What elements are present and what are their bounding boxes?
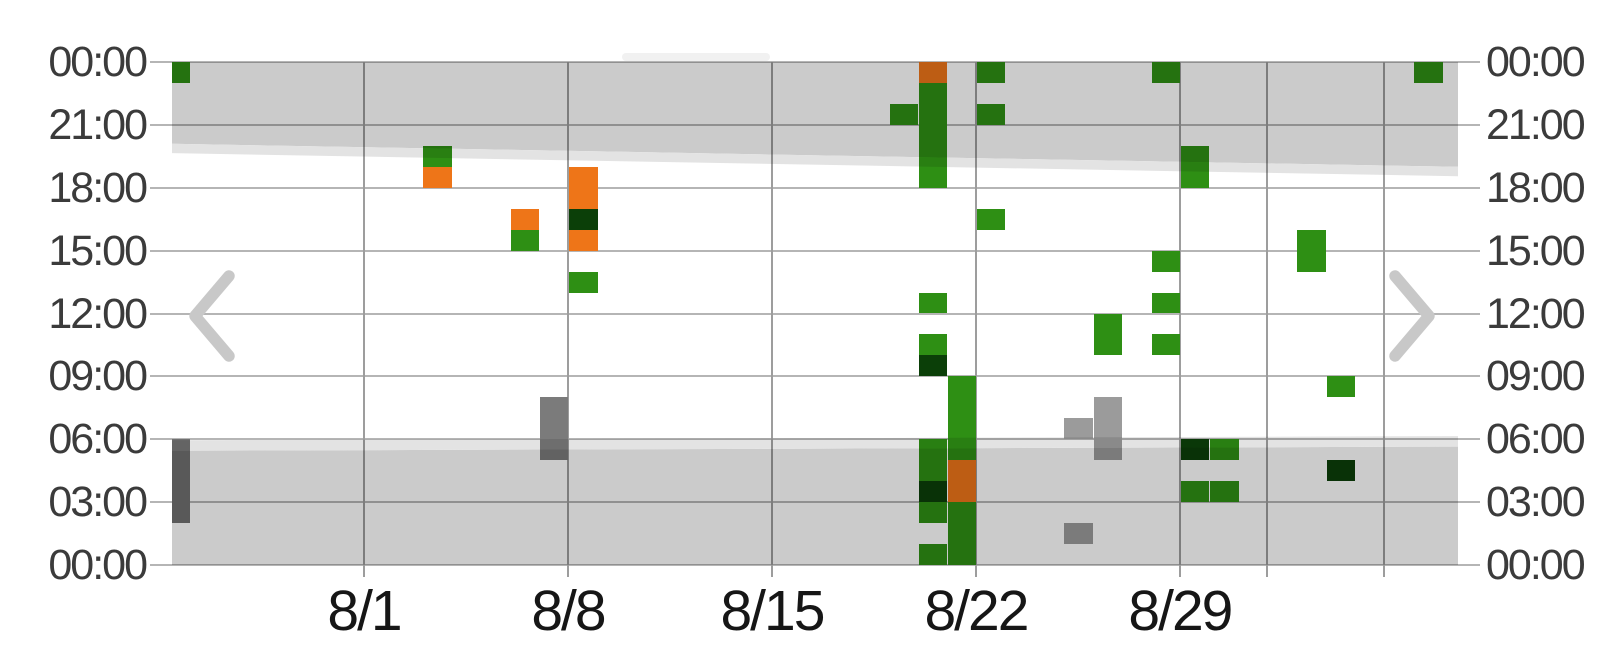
y-axis-tick-label: 09:00 xyxy=(1486,352,1586,401)
date-gridline xyxy=(1178,62,1181,577)
activity-cell xyxy=(1093,313,1123,356)
activity-cell xyxy=(1180,145,1210,188)
x-axis-tick-label: 8/1 xyxy=(327,579,402,643)
y-axis-tick-label: 18:00 xyxy=(1486,163,1586,212)
activity-cell xyxy=(918,334,948,356)
activity-cell xyxy=(918,544,948,565)
x-axis-tick-label: 8/29 xyxy=(1128,579,1233,643)
activity-cell xyxy=(1151,62,1181,83)
date-gridline xyxy=(1382,62,1385,577)
activity-cell xyxy=(1064,418,1093,440)
activity-cell xyxy=(947,502,977,565)
y-axis-tick-label: 21:00 xyxy=(48,100,148,149)
y-axis-tick-label: 06:00 xyxy=(1486,415,1586,464)
hour-gridline xyxy=(150,312,1480,315)
y-axis-tick-label: 03:00 xyxy=(48,478,148,527)
activity-cell xyxy=(1210,481,1239,503)
activity-cell xyxy=(1297,229,1326,272)
activity-cell xyxy=(918,355,948,377)
activity-cell xyxy=(976,62,1006,83)
activity-cell xyxy=(510,229,540,251)
activity-cell xyxy=(568,166,598,209)
chevron-left-icon xyxy=(186,270,238,365)
activity-cell xyxy=(976,103,1006,125)
hour-gridline xyxy=(150,564,1480,566)
y-axis-tick-label: 15:00 xyxy=(48,226,148,275)
date-gridline xyxy=(974,62,977,577)
activity-cell xyxy=(1326,376,1356,398)
activity-cell xyxy=(172,439,190,524)
y-axis-tick-label: 15:00 xyxy=(1486,226,1586,275)
activity-cell xyxy=(889,103,919,125)
y-axis-tick-label: 12:00 xyxy=(48,289,148,338)
y-axis-tick-label: 18:00 xyxy=(48,163,148,212)
chevron-right-icon xyxy=(1386,270,1438,365)
activity-cell xyxy=(976,208,1006,230)
x-axis-tick-label: 8/22 xyxy=(924,579,1029,643)
activity-cell xyxy=(947,376,977,461)
y-axis-tick-label: 00:00 xyxy=(1486,541,1586,589)
activity-cell xyxy=(568,208,598,230)
y-axis-tick-label: 06:00 xyxy=(48,415,148,464)
y-axis-tick-label: 00:00 xyxy=(1486,38,1586,86)
activity-cell xyxy=(1151,250,1181,272)
x-axis-tick-label: 8/15 xyxy=(720,579,825,643)
hour-gridline xyxy=(150,186,1480,189)
activity-cell xyxy=(539,397,569,461)
activity-cell xyxy=(1180,481,1210,503)
date-gridline xyxy=(1266,62,1269,577)
activity-cell xyxy=(423,145,452,167)
prev-page-button[interactable] xyxy=(186,270,238,365)
date-gridline xyxy=(770,62,773,577)
activity-cell xyxy=(918,439,948,482)
activity-cell xyxy=(423,166,452,188)
date-gridline xyxy=(363,62,365,577)
activity-cell xyxy=(1326,460,1356,482)
activity-cell xyxy=(1210,439,1239,461)
y-axis-tick-label: 00:00 xyxy=(48,38,148,86)
activity-cell xyxy=(568,229,598,251)
y-axis-tick-label: 09:00 xyxy=(48,352,148,401)
activity-cell xyxy=(172,62,190,83)
y-axis-tick-label: 00:00 xyxy=(48,541,148,589)
activity-cell xyxy=(918,62,948,83)
activity-cell xyxy=(1064,523,1093,545)
activity-cell xyxy=(568,271,598,293)
y-axis-tick-label: 03:00 xyxy=(1486,478,1586,527)
hour-gridline xyxy=(150,375,1480,378)
activity-cell xyxy=(1180,439,1210,461)
date-gridline xyxy=(566,62,569,577)
next-page-button[interactable] xyxy=(1386,270,1438,365)
activity-cell xyxy=(510,208,540,230)
activity-cell xyxy=(1414,62,1443,83)
activity-cell xyxy=(947,460,977,503)
activity-cell xyxy=(918,481,948,503)
top-highlight xyxy=(622,53,770,61)
y-axis-tick-label: 21:00 xyxy=(1486,100,1586,149)
activity-cell xyxy=(918,82,948,188)
activity-cell xyxy=(1151,334,1181,356)
y-axis-tick-label: 12:00 xyxy=(1486,289,1586,338)
activity-cell xyxy=(918,502,948,524)
x-axis-tick-label: 8/8 xyxy=(531,579,606,643)
hour-gridline xyxy=(150,249,1480,252)
activity-cell xyxy=(1151,292,1181,314)
activity-cell xyxy=(918,292,948,314)
activity-cell xyxy=(1093,397,1123,461)
heatmap-cells-layer xyxy=(172,62,1458,565)
